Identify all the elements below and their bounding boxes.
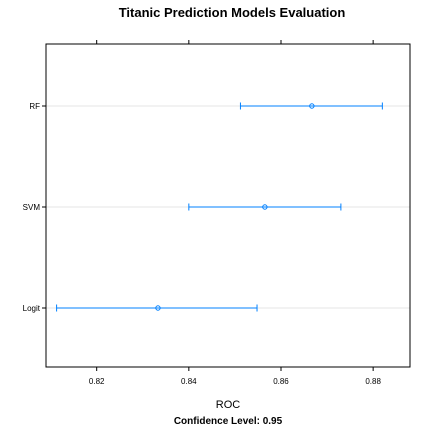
- x-axis: 0.82 0.84 0.86 0.88: [89, 40, 381, 386]
- plot-frame: [45, 43, 411, 368]
- estimate-point-svm: [262, 204, 268, 210]
- x-tick-label: 0.82: [89, 377, 105, 386]
- interval-logit: [56, 304, 258, 312]
- estimate-point-rf: [309, 103, 315, 109]
- interval-svm: [188, 203, 342, 211]
- y-axis: RF SVM Logit: [23, 102, 46, 313]
- chart-title: Titanic Prediction Models Evaluation: [119, 5, 346, 20]
- x-axis-label: ROC: [216, 399, 241, 411]
- x-tick-label: 0.84: [181, 377, 197, 386]
- x-tick-label: 0.86: [273, 377, 289, 386]
- y-tick-label-logit: Logit: [23, 304, 41, 313]
- y-tick-label-svm: SVM: [23, 203, 41, 212]
- confidence-level-subtitle: Confidence Level: 0.95: [174, 416, 283, 427]
- y-tick-label-rf: RF: [29, 102, 40, 111]
- estimate-point-logit: [155, 305, 161, 311]
- x-tick-label: 0.88: [365, 377, 381, 386]
- interval-rf: [239, 102, 383, 110]
- confidence-intervals: [56, 102, 383, 312]
